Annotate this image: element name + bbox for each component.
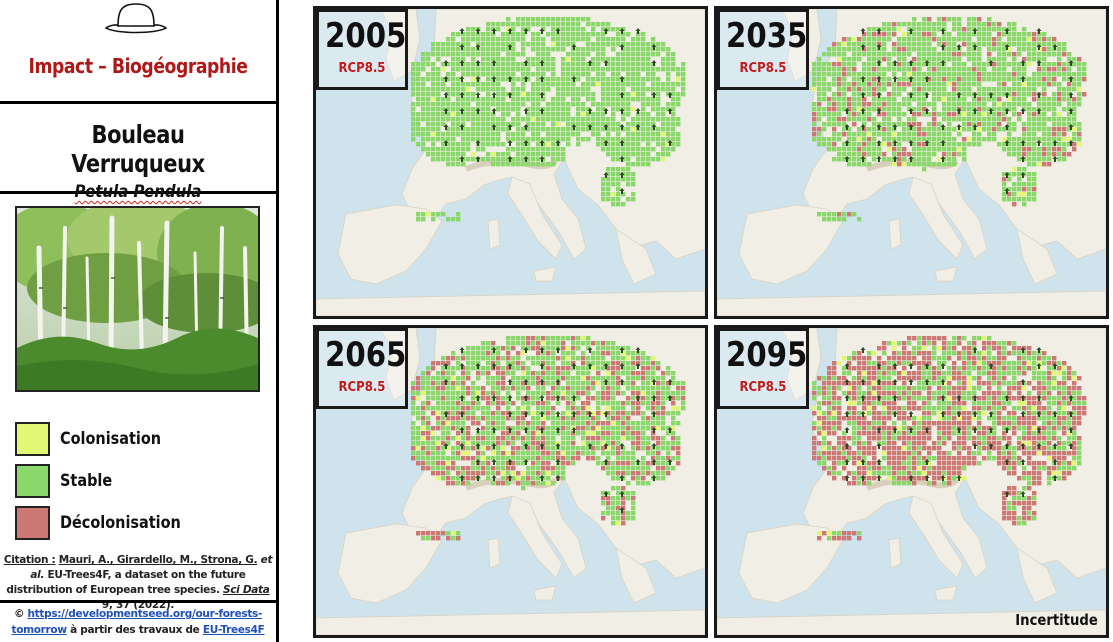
- species-block: Bouleau Verruqueux Petula Pendula: [0, 106, 276, 202]
- year-label: 2065: [325, 335, 407, 375]
- scenario-label: RCP8.5: [338, 61, 386, 76]
- title-block: Impact – Biogéographie: [0, 0, 276, 104]
- scenario-label: RCP8.5: [739, 380, 787, 395]
- europe-map: [717, 328, 1106, 635]
- birch-forest-photo: [15, 206, 260, 392]
- species-latin-name: Petula Pendula: [74, 182, 202, 202]
- stable-swatch: [15, 464, 50, 498]
- uncertainty-markers: [443, 28, 673, 194]
- year-label: 2035: [726, 16, 808, 56]
- uncertainty-markers: [443, 347, 673, 513]
- europe-map: [316, 328, 705, 635]
- hat-icon: [104, 3, 168, 34]
- scenario-label: RCP8.5: [338, 380, 386, 395]
- source-url-link[interactable]: https://developmentseed.org/our-forests-…: [11, 608, 263, 636]
- map-2035: 2035 RCP8.5: [714, 6, 1109, 319]
- scenario-label: RCP8.5: [739, 61, 787, 76]
- legend-label: Stable: [60, 471, 113, 491]
- map-2095: 2095 RCP8.5 Incertitude: [714, 325, 1109, 638]
- year-label-box: 2095 RCP8.5: [717, 328, 809, 409]
- legend-label: Colonisation: [60, 429, 162, 449]
- species-common-name: Bouleau Verruqueux: [71, 120, 205, 178]
- distribution-cells: [812, 336, 1087, 541]
- copyright-symbol: ©: [13, 608, 25, 620]
- citation-title-a: EU-Trees4F,: [47, 569, 112, 581]
- year-label: 2095: [726, 335, 808, 375]
- map-2065: 2065 RCP8.5: [313, 325, 708, 638]
- year-label-box: 2005 RCP8.5: [316, 9, 408, 90]
- citation-authors: Mauri, A., Girardello, M., Strona, G.: [58, 554, 258, 566]
- map-legend: Colonisation Stable Décolonisation: [15, 422, 270, 548]
- page-title: Impact – Biogéographie: [28, 54, 248, 78]
- legend-item-colonisation: Colonisation: [15, 422, 270, 464]
- year-label-box: 2035 RCP8.5: [717, 9, 809, 90]
- europe-map: [717, 9, 1106, 316]
- legend-label: Décolonisation: [60, 513, 181, 533]
- info-sidebar: Impact – Biogéographie Bouleau Verruqueu…: [0, 0, 279, 642]
- uncertainty-markers: [844, 28, 1074, 194]
- uncertainty-markers: [844, 347, 1074, 497]
- citation-title-b: a dataset on the future distribution of …: [6, 569, 246, 596]
- citation-etal: et al.: [30, 554, 273, 581]
- map-2005: 2005 RCP8.5: [313, 6, 708, 319]
- decolonisation-swatch: [15, 506, 50, 540]
- legend-item-stable: Stable: [15, 464, 270, 506]
- source-footer: © https://developmentseed.org/our-forest…: [0, 600, 276, 642]
- uncertainty-label: Incertitude: [1015, 611, 1098, 629]
- europe-map: [316, 9, 705, 316]
- citation-journal: Sci Data: [223, 584, 270, 596]
- citation-prefix: Citation :: [3, 554, 56, 566]
- footer-middle-text: à partir des travaux de: [70, 624, 200, 636]
- citation: Citation : Mauri, A., Girardello, M., St…: [2, 553, 274, 613]
- colonisation-swatch: [15, 422, 50, 456]
- legend-item-decolonisation: Décolonisation: [15, 506, 270, 548]
- year-label: 2005: [325, 16, 407, 56]
- eu-trees4f-link[interactable]: EU-Trees4F: [202, 624, 265, 636]
- year-label-box: 2065 RCP8.5: [316, 328, 408, 409]
